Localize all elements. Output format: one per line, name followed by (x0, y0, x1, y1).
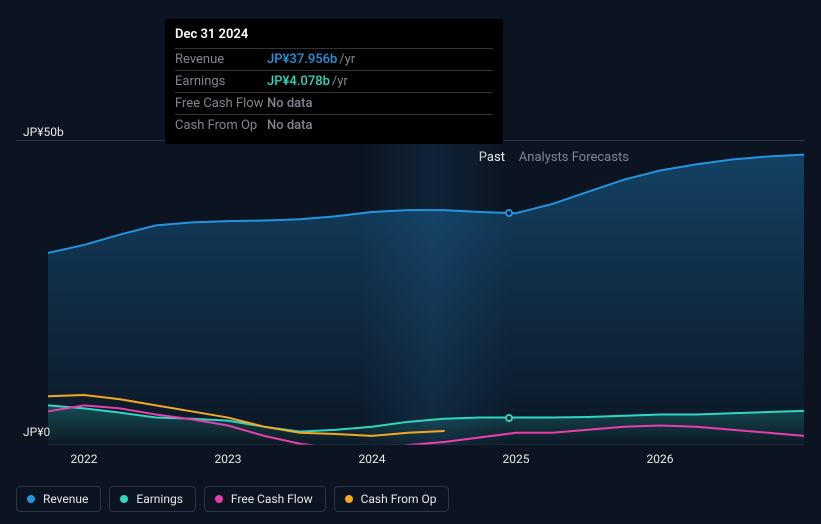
tooltip-suffix: /yr (339, 52, 355, 67)
legend-dot-icon (27, 495, 35, 503)
hover-marker-earnings (505, 414, 513, 422)
tooltip-label: Cash From Op (175, 118, 267, 133)
tooltip-value: JP¥37.956b (267, 52, 337, 67)
legend-dot-icon (345, 495, 353, 503)
tooltip-row-cfo: Cash From Op No data (175, 114, 493, 136)
financial-chart: JP¥50b JP¥0 2022 2023 2024 2025 2026 Pas… (0, 0, 821, 524)
hover-marker-revenue (505, 209, 513, 217)
tooltip-label: Earnings (175, 74, 267, 89)
legend-label: Earnings (136, 492, 183, 506)
tooltip-date: Dec 31 2024 (175, 27, 493, 48)
plot-area[interactable] (48, 140, 804, 445)
tooltip-row-fcf: Free Cash Flow No data (175, 92, 493, 114)
legend-dot-icon (215, 495, 223, 503)
legend: Revenue Earnings Free Cash Flow Cash Fro… (16, 486, 449, 512)
tooltip-value: JP¥4.078b (267, 74, 330, 89)
legend-item-earnings[interactable]: Earnings (109, 486, 196, 512)
legend-dot-icon (120, 495, 128, 503)
tooltip-value: No data (267, 96, 313, 111)
y-tick-label: JP¥0 (23, 425, 50, 439)
legend-item-fcf[interactable]: Free Cash Flow (204, 486, 326, 512)
hover-tooltip: Dec 31 2024 Revenue JP¥37.956b /yr Earni… (165, 19, 503, 144)
tooltip-row-revenue: Revenue JP¥37.956b /yr (175, 48, 493, 70)
tooltip-value: No data (267, 118, 313, 133)
x-tick-label: 2022 (71, 452, 98, 466)
tooltip-suffix: /yr (332, 74, 348, 89)
legend-label: Cash From Op (361, 492, 437, 506)
x-tick-label: 2024 (359, 452, 386, 466)
tooltip-label: Revenue (175, 52, 267, 67)
x-tick-label: 2026 (647, 452, 674, 466)
legend-item-cfo[interactable]: Cash From Op (334, 486, 450, 512)
tooltip-label: Free Cash Flow (175, 96, 267, 111)
legend-label: Revenue (43, 492, 88, 506)
y-tick-label: JP¥50b (23, 125, 64, 139)
legend-label: Free Cash Flow (231, 492, 313, 506)
tooltip-row-earnings: Earnings JP¥4.078b /yr (175, 70, 493, 92)
legend-item-revenue[interactable]: Revenue (16, 486, 101, 512)
x-tick-label: 2025 (503, 452, 530, 466)
x-tick-label: 2023 (215, 452, 242, 466)
